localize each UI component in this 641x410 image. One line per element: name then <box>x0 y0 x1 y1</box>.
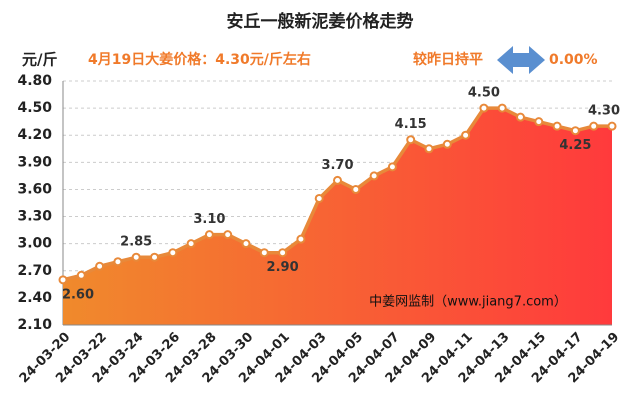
value-label: 4.15 <box>395 117 427 132</box>
value-label: 4.25 <box>559 138 591 153</box>
point <box>479 103 489 113</box>
point <box>351 184 361 194</box>
point <box>131 252 141 262</box>
point <box>369 171 379 181</box>
area <box>63 108 612 325</box>
y-tick-label: 4.20 <box>17 127 52 143</box>
value-label: 4.50 <box>468 86 500 101</box>
point <box>314 193 324 203</box>
point <box>406 135 416 145</box>
point <box>76 270 86 280</box>
value-label: 3.70 <box>321 158 353 173</box>
point <box>168 248 178 258</box>
y-tick-label: 2.10 <box>17 317 52 333</box>
y-tick-label: 3.90 <box>17 154 52 170</box>
point <box>333 175 342 185</box>
point <box>461 130 471 140</box>
change-value: 0.00% <box>549 52 598 68</box>
point <box>296 234 306 244</box>
value-label: 3.10 <box>193 212 225 227</box>
y-tick-label: 3.60 <box>17 181 52 197</box>
point <box>552 121 562 131</box>
point <box>387 162 397 172</box>
source: 中姜网监制（www.jiang7.com） <box>369 295 567 310</box>
subtitle: 4月19日大姜价格：4.30元/斤左右 <box>88 51 311 68</box>
y-label: 元/斤 <box>22 51 57 69</box>
flat-arrow <box>497 46 545 74</box>
point <box>186 239 196 249</box>
point <box>278 248 288 258</box>
point <box>589 121 599 131</box>
point <box>607 121 617 131</box>
y-tick-label: 3.30 <box>17 209 52 225</box>
y-tick-label: 4.50 <box>17 100 52 116</box>
chart-title: 安丘一般新泥姜价格走势 <box>227 11 414 32</box>
value-label: 2.90 <box>267 260 299 275</box>
point <box>223 230 233 240</box>
value-label: 2.60 <box>62 287 94 302</box>
y-tick-label: 2.70 <box>17 263 52 279</box>
point <box>150 252 159 262</box>
point <box>497 103 507 113</box>
y-tick-label: 3.00 <box>17 236 52 252</box>
point <box>442 139 452 149</box>
y-tick-label: 2.40 <box>17 290 52 306</box>
value-label: 4.30 <box>588 104 620 119</box>
change-label: 较昨日持平 <box>413 51 483 68</box>
point <box>259 248 269 258</box>
point <box>113 257 123 267</box>
point <box>95 261 105 271</box>
point <box>424 144 434 154</box>
point <box>204 230 214 240</box>
value-label: 2.85 <box>120 235 152 250</box>
point <box>570 126 580 136</box>
point <box>58 275 68 285</box>
y-tick-label: 4.80 <box>17 73 52 89</box>
point <box>516 112 525 122</box>
point <box>534 117 544 127</box>
point <box>241 239 251 249</box>
